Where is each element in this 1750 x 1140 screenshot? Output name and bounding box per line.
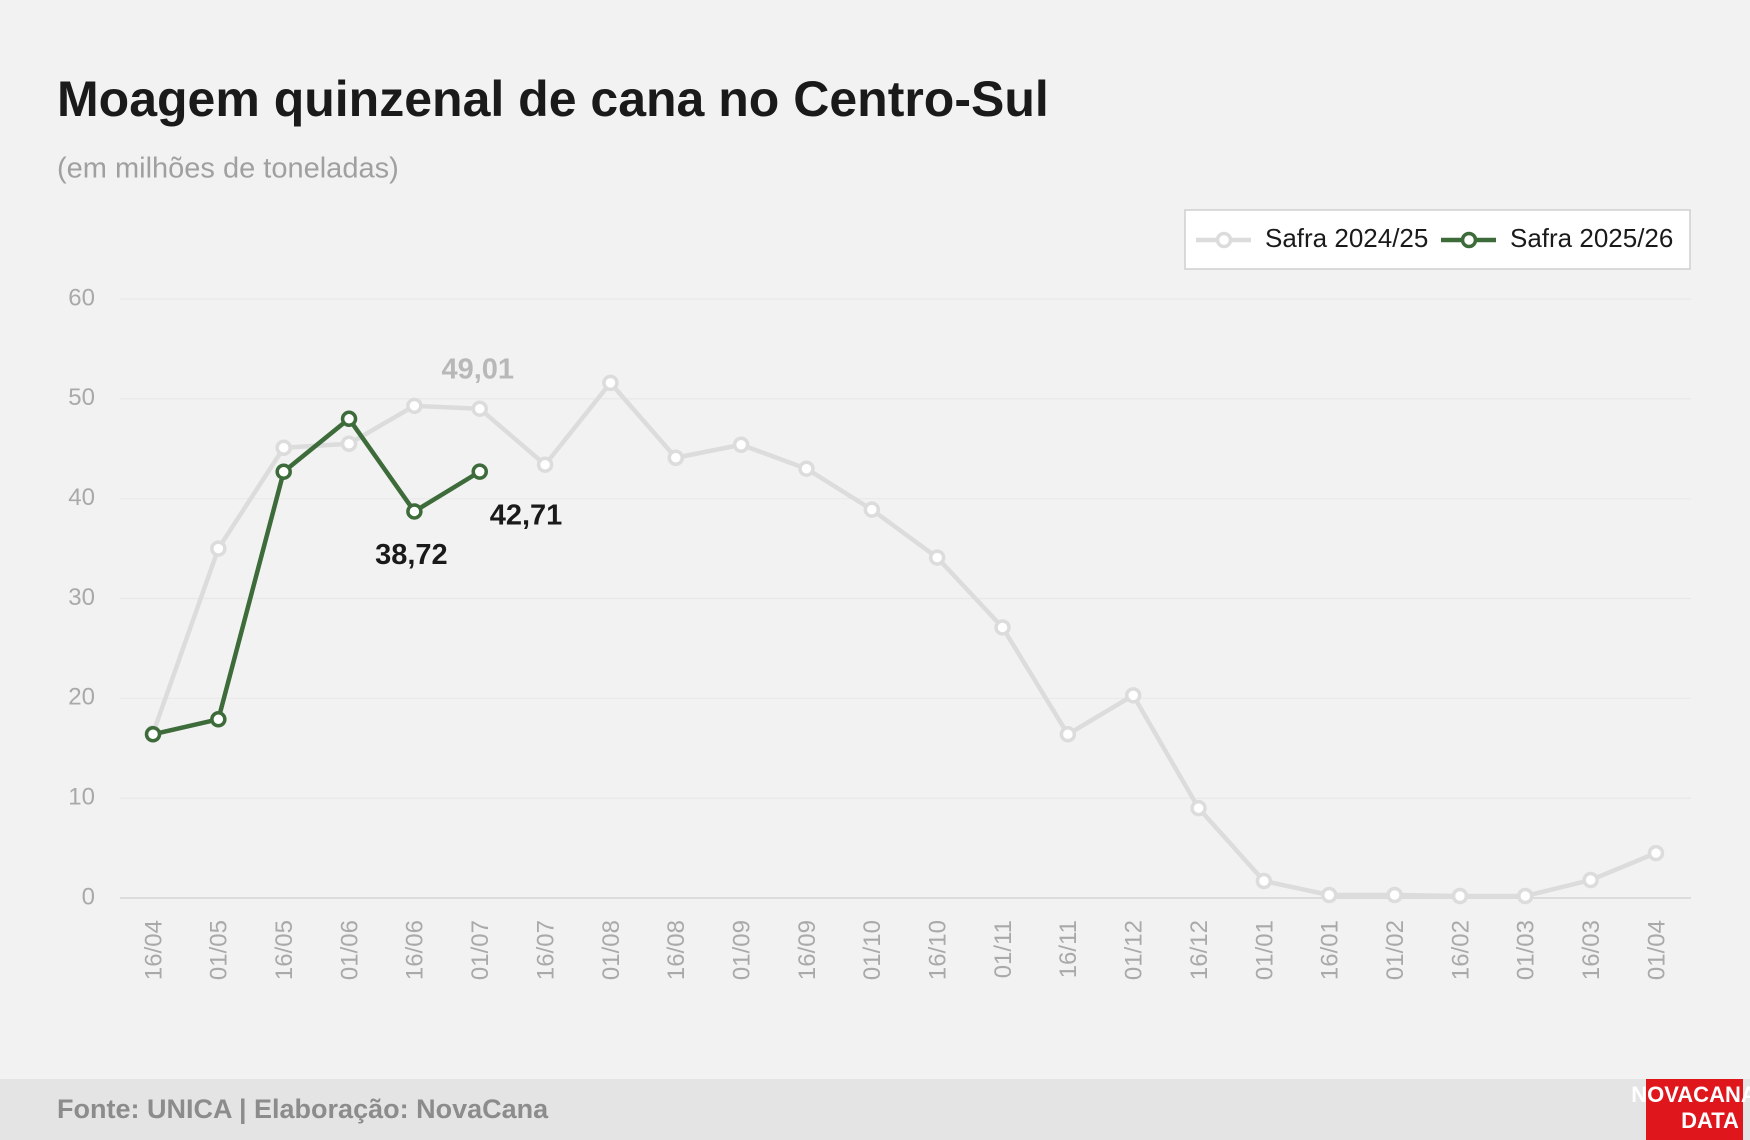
logo-text: NOVACANA (1631, 1082, 1750, 1107)
point (340, 410, 358, 428)
legend-marker (1460, 231, 1478, 249)
point (1255, 872, 1273, 890)
x-tick-label: 16/07 (532, 920, 559, 980)
point (602, 374, 619, 392)
point (536, 456, 554, 473)
point (275, 463, 292, 480)
point (1582, 871, 1599, 889)
point (210, 711, 227, 728)
logo-text: DATA (1681, 1108, 1739, 1133)
point (1386, 886, 1403, 904)
point (667, 449, 685, 466)
point (1451, 887, 1469, 905)
legend (1184, 209, 1691, 270)
point (1647, 844, 1665, 862)
y-tick-label: 50 (68, 384, 95, 411)
point (1517, 887, 1534, 905)
x-tick-label: 16/10 (925, 920, 952, 980)
point (471, 400, 488, 417)
y-tick-label: 30 (68, 584, 95, 611)
data-label: 49,01 (441, 353, 514, 385)
y-tick-label: 60 (68, 284, 95, 311)
point (732, 436, 750, 454)
series-line (150, 380, 1657, 899)
point (340, 435, 358, 453)
x-tick-label: 01/04 (1643, 920, 1670, 980)
point (994, 619, 1011, 636)
point (1190, 799, 1207, 817)
x-tick-label: 01/03 (1513, 920, 1540, 980)
x-tick-label: 01/01 (1251, 920, 1278, 980)
chart-subtitle: (em milhões de toneladas) (57, 153, 399, 185)
x-tick-label: 16/08 (663, 920, 690, 980)
footer-band (0, 1079, 1750, 1140)
data-label: 42,71 (490, 499, 563, 531)
x-tick-label: 16/11 (1055, 920, 1082, 978)
point (928, 549, 946, 566)
chart-title: Moagem quinzenal de cana no Centro-Sul (57, 71, 1049, 127)
source: Fonte: UNICA | Elaboração: NovaCana (57, 1094, 549, 1124)
point (406, 397, 423, 415)
series-line (152, 416, 481, 737)
point (1059, 726, 1077, 743)
point (1124, 687, 1142, 704)
x-tick-label: 16/09 (794, 920, 821, 980)
x-tick-label: 01/02 (1382, 920, 1409, 980)
point (144, 726, 162, 743)
x-tick-label: 16/12 (1186, 920, 1213, 980)
legend-marker (1215, 231, 1233, 249)
x-tick-label: 01/12 (1121, 920, 1148, 980)
data-label: 38,72 (375, 539, 448, 571)
y-tick-label: 0 (82, 883, 95, 910)
x-tick-label: 16/05 (271, 920, 298, 980)
logo (1646, 1079, 1743, 1140)
y-tick-label: 20 (68, 684, 95, 711)
y-tick-label: 10 (68, 784, 95, 811)
x-tick-label: 16/01 (1317, 920, 1344, 980)
x-tick-label: 16/06 (402, 920, 429, 980)
point (275, 439, 292, 457)
legend-label: Safra 2025/26 (1510, 223, 1673, 253)
x-tick-label: 01/09 (728, 920, 755, 980)
point (406, 503, 423, 520)
x-tick-label: 16/04 (140, 920, 167, 980)
x-tick-label: 01/06 (336, 920, 363, 980)
x-tick-label: 01/11 (990, 920, 1017, 978)
legend-label: Safra 2024/25 (1265, 223, 1428, 253)
x-tick-label: 01/08 (598, 920, 625, 980)
x-tick-label: 16/03 (1578, 920, 1605, 980)
point (798, 460, 815, 477)
point (863, 501, 881, 518)
point (1321, 886, 1338, 904)
x-tick-label: 01/05 (206, 920, 233, 980)
point (471, 463, 488, 480)
point (210, 540, 227, 557)
x-tick-label: 01/10 (859, 920, 886, 980)
x-tick-label: 01/07 (467, 920, 494, 980)
x-tick-label: 16/02 (1447, 920, 1474, 980)
y-tick-label: 40 (68, 484, 95, 511)
